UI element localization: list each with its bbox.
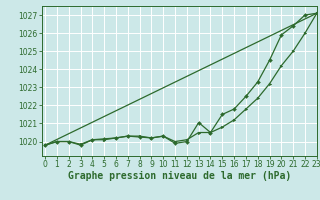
X-axis label: Graphe pression niveau de la mer (hPa): Graphe pression niveau de la mer (hPa)	[68, 171, 291, 181]
